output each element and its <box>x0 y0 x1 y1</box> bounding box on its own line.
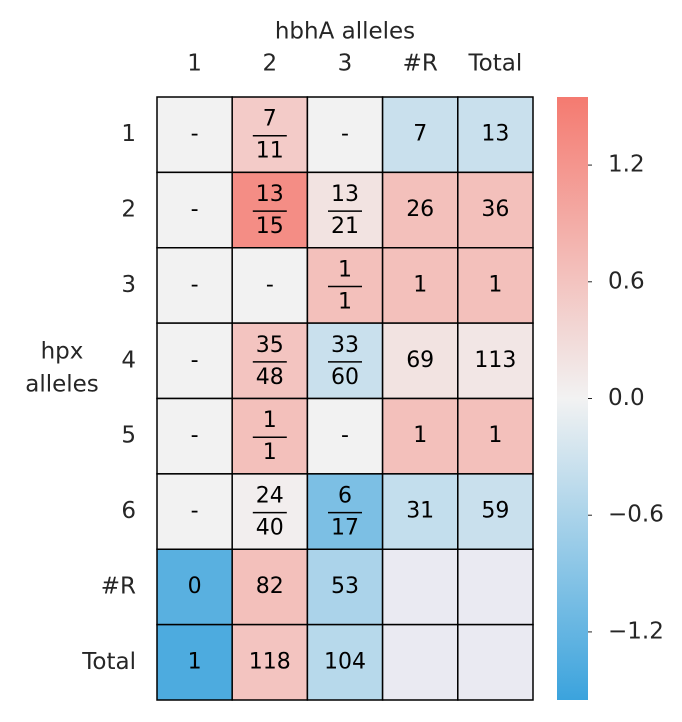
cell-label: 53 <box>331 574 359 599</box>
cell-label: 7 <box>413 122 427 147</box>
cell-label: 118 <box>249 649 291 674</box>
cell-denominator: 21 <box>331 214 359 239</box>
colorbar-tick-label: 1.2 <box>608 152 645 178</box>
cell-label: 69 <box>406 348 434 373</box>
cell-label: - <box>191 348 199 373</box>
y-tick-label: 1 <box>121 121 136 147</box>
y-tick-label: 2 <box>121 197 136 223</box>
heatmap-cell <box>156 96 233 174</box>
cell-label: 1 <box>188 649 202 674</box>
x-tick-label: #R <box>403 51 438 77</box>
colorbar-tick-label: −1.2 <box>608 618 664 644</box>
heatmap-cell <box>231 548 309 626</box>
cell-label: 1 <box>488 423 502 448</box>
cell-denominator: 48 <box>256 365 284 390</box>
cell-label: 13 <box>481 122 509 147</box>
cell-denominator: 17 <box>331 516 359 541</box>
y-axis-label: hpx <box>41 339 84 365</box>
cell-label: - <box>191 423 199 448</box>
missing-cell <box>457 548 534 626</box>
y-tick-label: 4 <box>121 347 136 373</box>
cell-denominator: 1 <box>263 440 277 465</box>
cell-label: 59 <box>481 499 509 524</box>
y-tick-label: #R <box>101 573 136 599</box>
x-tick-label: 1 <box>187 51 202 77</box>
cell-numerator: 1 <box>263 408 277 433</box>
cell-numerator: 13 <box>256 182 284 207</box>
heatmap-cell <box>231 247 309 324</box>
y-tick-label: 5 <box>121 423 136 449</box>
cell-label: - <box>191 272 199 297</box>
cell-label: 113 <box>474 348 516 373</box>
cell-label: - <box>341 122 349 147</box>
y-tick-label: Total <box>81 649 136 675</box>
heatmap-cell <box>457 171 534 249</box>
x-tick-label: Total <box>468 51 523 77</box>
heatmap-cell <box>381 247 459 324</box>
heatmap-cell <box>231 96 309 174</box>
cell-denominator: 40 <box>256 516 284 541</box>
cell-numerator: 1 <box>338 257 352 282</box>
cell-label: 1 <box>413 272 427 297</box>
heatmap-cell <box>457 247 534 324</box>
heatmap-cell <box>306 623 384 701</box>
cell-numerator: 35 <box>256 333 284 358</box>
cell-label: 1 <box>488 272 502 297</box>
heatmap-cell <box>306 548 384 626</box>
y-tick-label: 6 <box>121 498 136 524</box>
cell-numerator: 7 <box>263 107 277 132</box>
cell-label: - <box>191 499 199 524</box>
cell-denominator: 1 <box>338 289 352 314</box>
cell-denominator: 15 <box>256 214 284 239</box>
cell-denominator: 11 <box>256 139 284 164</box>
y-axis-label: alleles <box>25 372 99 398</box>
cell-label: - <box>341 423 349 448</box>
cell-label: 26 <box>406 197 434 222</box>
x-tick-label: 3 <box>338 51 353 77</box>
cell-numerator: 24 <box>256 484 284 509</box>
colorbar <box>557 97 588 700</box>
colorbar-tick-label: 0.6 <box>608 268 645 294</box>
cell-label: 104 <box>324 649 366 674</box>
cell-label: 0 <box>188 574 202 599</box>
colorbar-tick-label: −0.6 <box>608 502 664 528</box>
cell-denominator: 60 <box>331 365 359 390</box>
colorbar-tick-label: 0.0 <box>608 385 645 411</box>
heatmap-cell <box>156 623 233 701</box>
missing-cell <box>457 623 534 701</box>
y-tick-label: 3 <box>121 272 136 298</box>
heatmap-cell <box>156 397 233 475</box>
heatmap-cell <box>457 473 534 550</box>
x-tick-label: 2 <box>262 51 277 77</box>
missing-cell <box>381 548 459 626</box>
heatmap-cell <box>306 397 384 475</box>
cell-label: - <box>266 272 274 297</box>
heatmap-cell <box>457 96 534 174</box>
cell-label: - <box>191 197 199 222</box>
heatmap-cell <box>457 322 534 400</box>
heatmap-cell <box>381 171 459 249</box>
cell-label: - <box>191 122 199 147</box>
cell-label: 31 <box>406 499 434 524</box>
heatmap-cell <box>156 171 233 249</box>
x-axis-label: hbhA alleles <box>275 19 415 45</box>
missing-cell <box>381 623 459 701</box>
heatmap-cell <box>306 247 384 324</box>
cell-numerator: 6 <box>338 484 352 509</box>
heatmap-cell <box>306 322 384 400</box>
cell-label: 82 <box>256 574 284 599</box>
cell-label: 1 <box>413 423 427 448</box>
cell-label: 36 <box>481 197 509 222</box>
cell-numerator: 13 <box>331 182 359 207</box>
cell-numerator: 33 <box>331 333 359 358</box>
